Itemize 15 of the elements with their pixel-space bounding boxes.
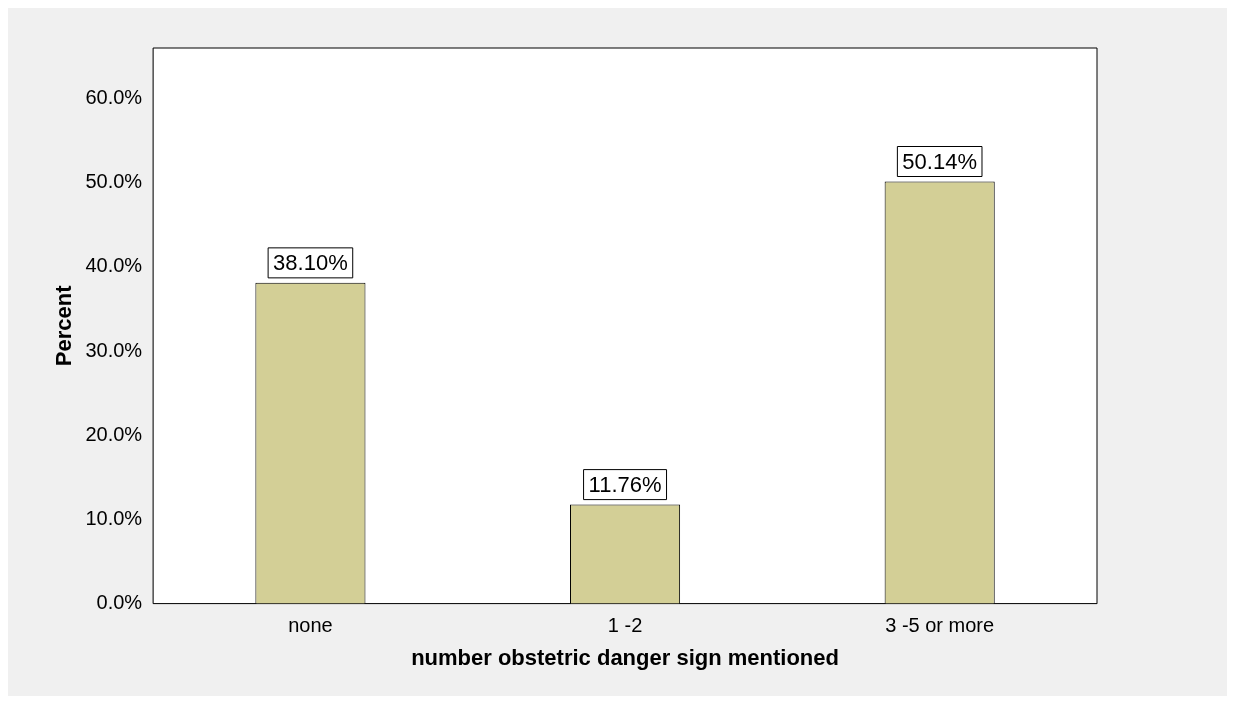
x-axis-title: number obstetric danger sign mentioned xyxy=(411,644,839,670)
y-tick-label: 0.0% xyxy=(96,591,143,614)
y-tick-label: 30.0% xyxy=(85,338,143,361)
y-tick-label: 10.0% xyxy=(85,506,143,529)
x-tick-label: 1 -2 xyxy=(607,614,643,637)
data-label: 11.76% xyxy=(588,471,662,497)
y-tick-label: 20.0% xyxy=(85,422,143,445)
x-tick-label: none xyxy=(288,614,333,637)
y-tick-label: 40.0% xyxy=(85,254,143,277)
data-label: 50.14% xyxy=(902,148,977,174)
y-axis-title: Percent xyxy=(51,284,77,367)
x-tick-label: 3 -5 or more xyxy=(885,614,995,637)
y-tick-label: 50.0% xyxy=(85,170,143,193)
y-tick-label: 60.0% xyxy=(85,86,143,109)
data-label: 38.10% xyxy=(273,249,348,275)
